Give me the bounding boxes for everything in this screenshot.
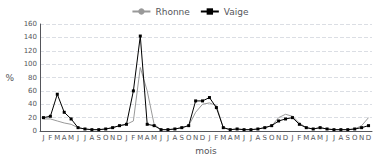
svg-text:M: M [317,134,323,142]
svg-text:J: J [207,134,210,142]
svg-text:J: J [290,134,293,142]
svg-text:O: O [269,134,275,142]
svg-text:J: J [76,134,79,142]
svg-text:A: A [89,134,94,142]
svg-text:O: O [103,134,109,142]
svg-text:J: J [83,134,86,142]
svg-text:D: D [117,134,122,142]
svg-text:100: 100 [24,60,37,68]
svg-text:J: J [249,134,252,142]
svg-text:S: S [180,134,185,142]
svg-text:F: F [131,134,135,142]
svg-text:O: O [352,134,358,142]
svg-text:J: J [242,134,245,142]
svg-text:20: 20 [28,114,37,122]
svg-text:S: S [97,134,102,142]
svg-text:F: F [48,134,52,142]
svg-text:80: 80 [28,74,37,82]
svg-text:D: D [283,134,288,142]
svg-text:M: M [137,134,143,142]
svg-text:N: N [110,134,115,142]
svg-text:J: J [41,134,44,142]
svg-text:M: M [220,134,226,142]
svg-text:O: O [186,134,192,142]
svg-text:Vaige: Vaige [224,7,249,17]
svg-text:A: A [145,134,150,142]
svg-text:%: % [5,73,14,83]
svg-text:N: N [359,134,364,142]
svg-text:J: J [124,134,127,142]
svg-text:M: M [68,134,74,142]
svg-text:M: M [303,134,309,142]
svg-text:A: A [338,134,343,142]
svg-text:J: J [332,134,335,142]
svg-text:J: J [166,134,169,142]
svg-text:F: F [297,134,301,142]
svg-text:D: D [366,134,371,142]
svg-text:S: S [263,134,268,142]
svg-text:F: F [214,134,218,142]
svg-text:mois: mois [195,146,217,156]
svg-text:J: J [159,134,162,142]
svg-text:60: 60 [28,87,37,95]
svg-text:40: 40 [28,100,37,108]
svg-text:120: 120 [24,47,37,55]
svg-text:0: 0 [33,127,37,135]
svg-text:M: M [151,134,157,142]
svg-text:D: D [200,134,205,142]
svg-text:N: N [193,134,198,142]
svg-text:140: 140 [24,33,37,41]
svg-text:A: A [228,134,233,142]
svg-text:A: A [255,134,260,142]
svg-text:Rhonne: Rhonne [155,7,190,17]
svg-text:S: S [346,134,351,142]
svg-text:160: 160 [24,20,37,28]
svg-text:N: N [276,134,281,142]
svg-text:A: A [62,134,67,142]
svg-text:M: M [234,134,240,142]
svg-text:A: A [311,134,316,142]
svg-text:M: M [54,134,60,142]
svg-text:J: J [325,134,328,142]
svg-text:A: A [172,134,177,142]
